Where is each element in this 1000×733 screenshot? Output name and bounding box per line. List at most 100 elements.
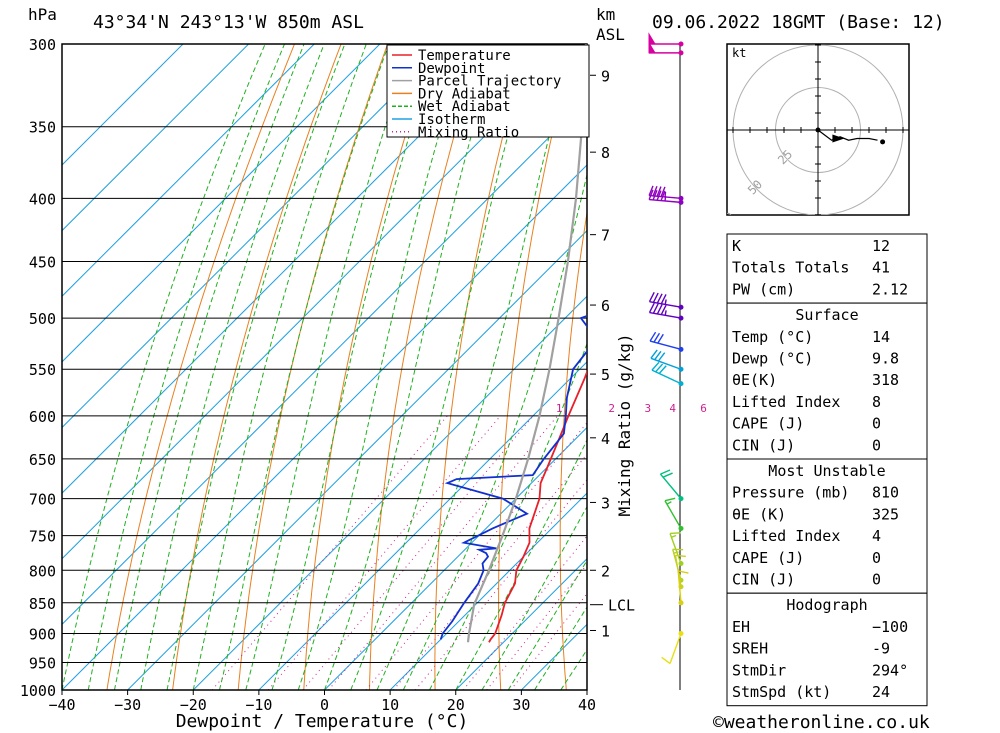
isotherm-line xyxy=(62,98,587,626)
km-tick-label: 7 xyxy=(601,227,610,245)
dry-adiabat-line xyxy=(943,44,1000,690)
km-axis: 1 2 3 4 5 6 7 8 9 LCL xyxy=(590,67,635,640)
wet-adiabat-line xyxy=(455,438,587,690)
legend-entry: Temperature xyxy=(418,48,511,64)
wet-adiabat-line xyxy=(350,44,534,690)
table-row-label: PW (cm) xyxy=(732,280,795,298)
legend-entry: Mixing Ratio xyxy=(418,125,519,141)
legend-entry: Dry Adiabat xyxy=(418,86,511,102)
table-row-label: SREH xyxy=(732,640,768,658)
table-row-label: θE(K) xyxy=(732,371,777,389)
km-tick-label: 2 xyxy=(601,562,610,580)
table-row-value: 14 xyxy=(872,328,890,346)
table-row-value: 0 xyxy=(872,549,881,567)
table-row-value: 4 xyxy=(872,527,881,545)
table-row-value: 0 xyxy=(872,571,881,589)
isotherm-line xyxy=(258,361,587,690)
mixing-ratio-line xyxy=(365,422,587,690)
table-row-value: 9.8 xyxy=(872,350,899,368)
table-row-value: 24 xyxy=(872,683,890,701)
table-row-value: 0 xyxy=(872,415,881,433)
dry-adiabat-line xyxy=(678,44,714,690)
table-row-label: Dewp (°C) xyxy=(732,350,813,368)
table-row-label: Pressure (mb) xyxy=(732,484,849,502)
wind-barb xyxy=(661,630,684,665)
wet-adiabat-line xyxy=(192,44,367,690)
storm-motion-marker xyxy=(832,134,845,143)
table-row-value: -9 xyxy=(872,640,890,658)
isotherm-line xyxy=(62,164,587,690)
mixing-ratio-line xyxy=(328,415,558,690)
wet-adiabat-line xyxy=(114,44,305,690)
temperature-tick-label: −40 xyxy=(48,696,75,714)
wind-barb xyxy=(664,497,684,531)
km-tick-label: 6 xyxy=(601,297,610,315)
mixing-ratio-label: 3 xyxy=(644,402,651,415)
mixing-ratio-label: 1 xyxy=(556,402,563,415)
legend-entry: Isotherm xyxy=(418,112,485,128)
isotherm-line xyxy=(62,44,184,166)
temperature-line xyxy=(488,369,587,643)
table-title: Surface xyxy=(795,306,858,324)
wind-barb xyxy=(648,189,684,205)
wind-barb xyxy=(659,469,684,502)
table-row-value: 41 xyxy=(872,259,890,277)
table-row-value: 12 xyxy=(872,237,890,255)
pressure-tick-label: 300 xyxy=(29,36,56,54)
profile-lines xyxy=(439,44,587,643)
pressure-tick-label: 800 xyxy=(29,562,56,580)
isotherm-line xyxy=(192,295,587,690)
wet-adiabat-line xyxy=(245,44,414,690)
mixing-ratio-label: 4 xyxy=(669,402,676,415)
table-row-value: 325 xyxy=(872,505,899,523)
wind-barb xyxy=(648,41,684,56)
table-row-value: 2.12 xyxy=(872,280,908,298)
legend-entry: Dewpoint xyxy=(418,61,485,77)
temperature-tick-label: −30 xyxy=(114,696,141,714)
wet-adiabat-line xyxy=(271,44,439,690)
temperature-tick-label: 30 xyxy=(512,696,530,714)
temperature-tick-label: −10 xyxy=(245,696,272,714)
km-unit-label: km xyxy=(596,5,615,24)
table-row-label: CAPE (J) xyxy=(732,415,804,433)
wind-barb xyxy=(649,331,684,352)
wet-adiabat-line xyxy=(376,44,574,690)
footer-credit: ©weatheronline.co.uk xyxy=(713,712,930,733)
x-axis-label: Dewpoint / Temperature (°C) xyxy=(176,711,469,732)
pressure-unit-label: hPa xyxy=(28,5,57,24)
km-tick-label: 3 xyxy=(601,494,610,512)
table-row-value: −100 xyxy=(872,618,908,636)
lcl-label: LCL xyxy=(608,597,635,615)
isotherm-line xyxy=(455,558,587,690)
wind-barb xyxy=(648,302,684,321)
table-row-value: 318 xyxy=(872,371,899,389)
temperature-tick-label: 20 xyxy=(447,696,465,714)
isotherm-line xyxy=(62,44,315,297)
pressure-tick-label: 600 xyxy=(29,408,56,426)
table-row-value: 8 xyxy=(872,393,881,411)
pressure-tick-label: 400 xyxy=(29,190,56,208)
table-row-label: CAPE (J) xyxy=(732,549,804,567)
location-label: 43°34'N 243°13'W 850m ASL xyxy=(93,12,364,33)
temperature-tick-label: −20 xyxy=(180,696,207,714)
mixing-ratio-line xyxy=(267,415,501,690)
hodograph-unit: kt xyxy=(732,46,746,60)
table-row-value: 0 xyxy=(872,436,881,454)
km-tick-label: 1 xyxy=(601,622,610,640)
axes: 3003504004505005506006507007508008509009… xyxy=(20,36,596,714)
pressure-tick-label: 650 xyxy=(29,451,56,469)
table-row-label: Lifted Index xyxy=(732,527,840,545)
isotherm-line xyxy=(127,229,587,690)
temperature-tick-label: 10 xyxy=(381,696,399,714)
wet-adiabat-line xyxy=(87,44,285,690)
plot-background-lines xyxy=(62,44,1000,690)
wet-adiabat-line xyxy=(166,44,346,690)
wind-barbs xyxy=(648,32,689,665)
pressure-tick-label: 350 xyxy=(29,119,56,137)
dry-adiabat-line xyxy=(369,44,482,690)
isotherm-line xyxy=(62,44,446,429)
temperature-tick-label: 40 xyxy=(578,696,596,714)
